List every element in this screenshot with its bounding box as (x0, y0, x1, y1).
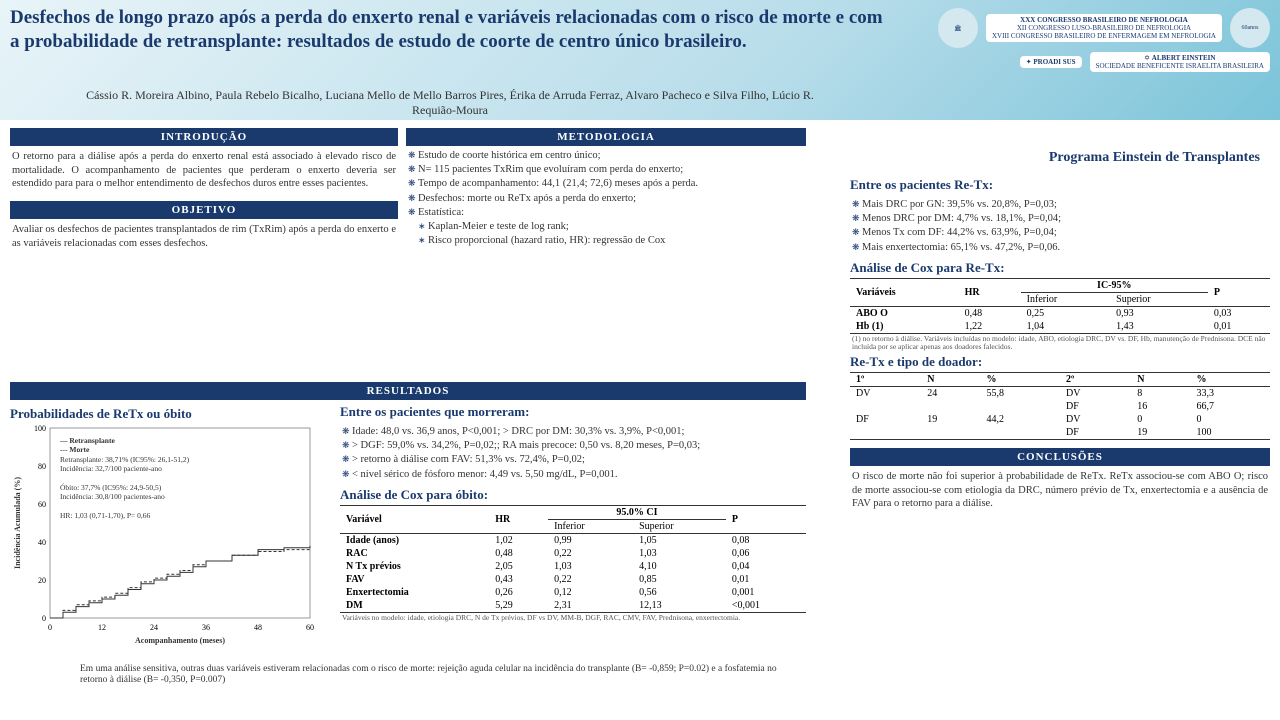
cox-obito-header: Análise de Cox para óbito: (340, 485, 806, 505)
mid-column: METODOLOGIA Estudo de coorte histórica e… (406, 128, 806, 251)
cox-retx-note: (1) no retorno à diálise. Variáveis incl… (850, 334, 1270, 353)
authors: Cássio R. Moreira Albino, Paula Rebelo B… (80, 88, 820, 118)
objective-text: Avaliar os desfechos de pacientes transp… (10, 219, 398, 254)
svg-text:12: 12 (98, 623, 106, 632)
poster-title: Desfechos de longo prazo após a perda do… (10, 6, 890, 54)
svg-text:0: 0 (42, 614, 46, 623)
intro-text: O retorno para a diálise após a perda do… (10, 146, 398, 195)
donor-header: Re-Tx e tipo de doador: (850, 352, 1270, 372)
donor-table: 1ºN%2ºN%DV2455,8DV833,3DF1666,7DF1944,2D… (850, 372, 1270, 440)
cox-retx-table: VariáveisHRIC-95%PInferiorSuperiorABO O0… (850, 278, 1270, 334)
sbn-logo-icon: 60anos (1230, 8, 1270, 48)
svg-text:0: 0 (48, 623, 52, 632)
svg-text:24: 24 (150, 623, 158, 632)
conclusions-text: O risco de morte não foi superior à prob… (850, 466, 1270, 515)
died-list: Idade: 48,0 vs. 36,9 anos, P<0,001; > DR… (340, 422, 806, 485)
methods-header: METODOLOGIA (406, 128, 806, 146)
svg-text:40: 40 (38, 538, 46, 547)
intro-header: INTRODUÇÃO (10, 128, 398, 146)
cox-obito-table: VariávelHR95.0% CIPInferiorSuperiorIdade… (340, 505, 806, 613)
objective-header: OBJETIVO (10, 201, 398, 219)
svg-text:80: 80 (38, 462, 46, 471)
svg-text:36: 36 (202, 623, 210, 632)
congress-logo-icon: 🏛 (938, 8, 978, 48)
proadi-logo: ✦ PROADI SUS (1020, 56, 1082, 68)
retx-header: Entre os pacientes Re-Tx: (850, 175, 1270, 195)
died-section: Entre os pacientes que morreram: Idade: … (340, 402, 806, 623)
died-header: Entre os pacientes que morreram: (340, 402, 806, 422)
logo-area: 🏛 XXX CONGRESSO BRASILEIRO DE NEFROLOGIA… (900, 8, 1270, 108)
svg-text:48: 48 (254, 623, 262, 632)
right-column: Entre os pacientes Re-Tx: Mais DRC por G… (850, 175, 1270, 515)
svg-text:Incidência Acumulada (%): Incidência Acumulada (%) (13, 477, 22, 569)
svg-text:Acompanhamento (meses): Acompanhamento (meses) (135, 636, 225, 645)
cox-obito-note: Variáveis no modelo: idade, etiologia DR… (340, 613, 806, 623)
results-header-bar: RESULTADOS (10, 382, 806, 400)
sensitivity-note: Em uma análise sensitiva, outras duas va… (80, 664, 800, 687)
program-title: Programa Einstein de Transplantes (1049, 150, 1260, 166)
einstein-logo: ✡ ALBERT EINSTEINSOCIEDADE BENEFICENTE I… (1090, 52, 1270, 72)
retx-list: Mais DRC por GN: 39,5% vs. 20,8%, P=0,03… (850, 195, 1270, 258)
left-column: INTRODUÇÃO O retorno para a diálise após… (10, 128, 398, 254)
conclusions-header: CONCLUSÕES (850, 448, 1270, 466)
svg-text:20: 20 (38, 576, 46, 585)
svg-text:60: 60 (306, 623, 314, 632)
results-header: RESULTADOS (10, 382, 806, 400)
svg-text:100: 100 (34, 424, 46, 433)
chart-legend: — Retransplante--- MorteRetransplante: 3… (60, 436, 189, 520)
cox-retx-header: Análise de Cox para Re-Tx: (850, 258, 1270, 278)
methods-list: Estudo de coorte histórica em centro úni… (406, 146, 806, 251)
svg-text:60: 60 (38, 500, 46, 509)
km-chart: 0 12 24 36 48 60 0 20 40 60 80 100 Acompanhamento … (10, 418, 330, 658)
congress-text: XXX CONGRESSO BRASILEIRO DE NEFROLOGIAXI… (986, 14, 1222, 42)
